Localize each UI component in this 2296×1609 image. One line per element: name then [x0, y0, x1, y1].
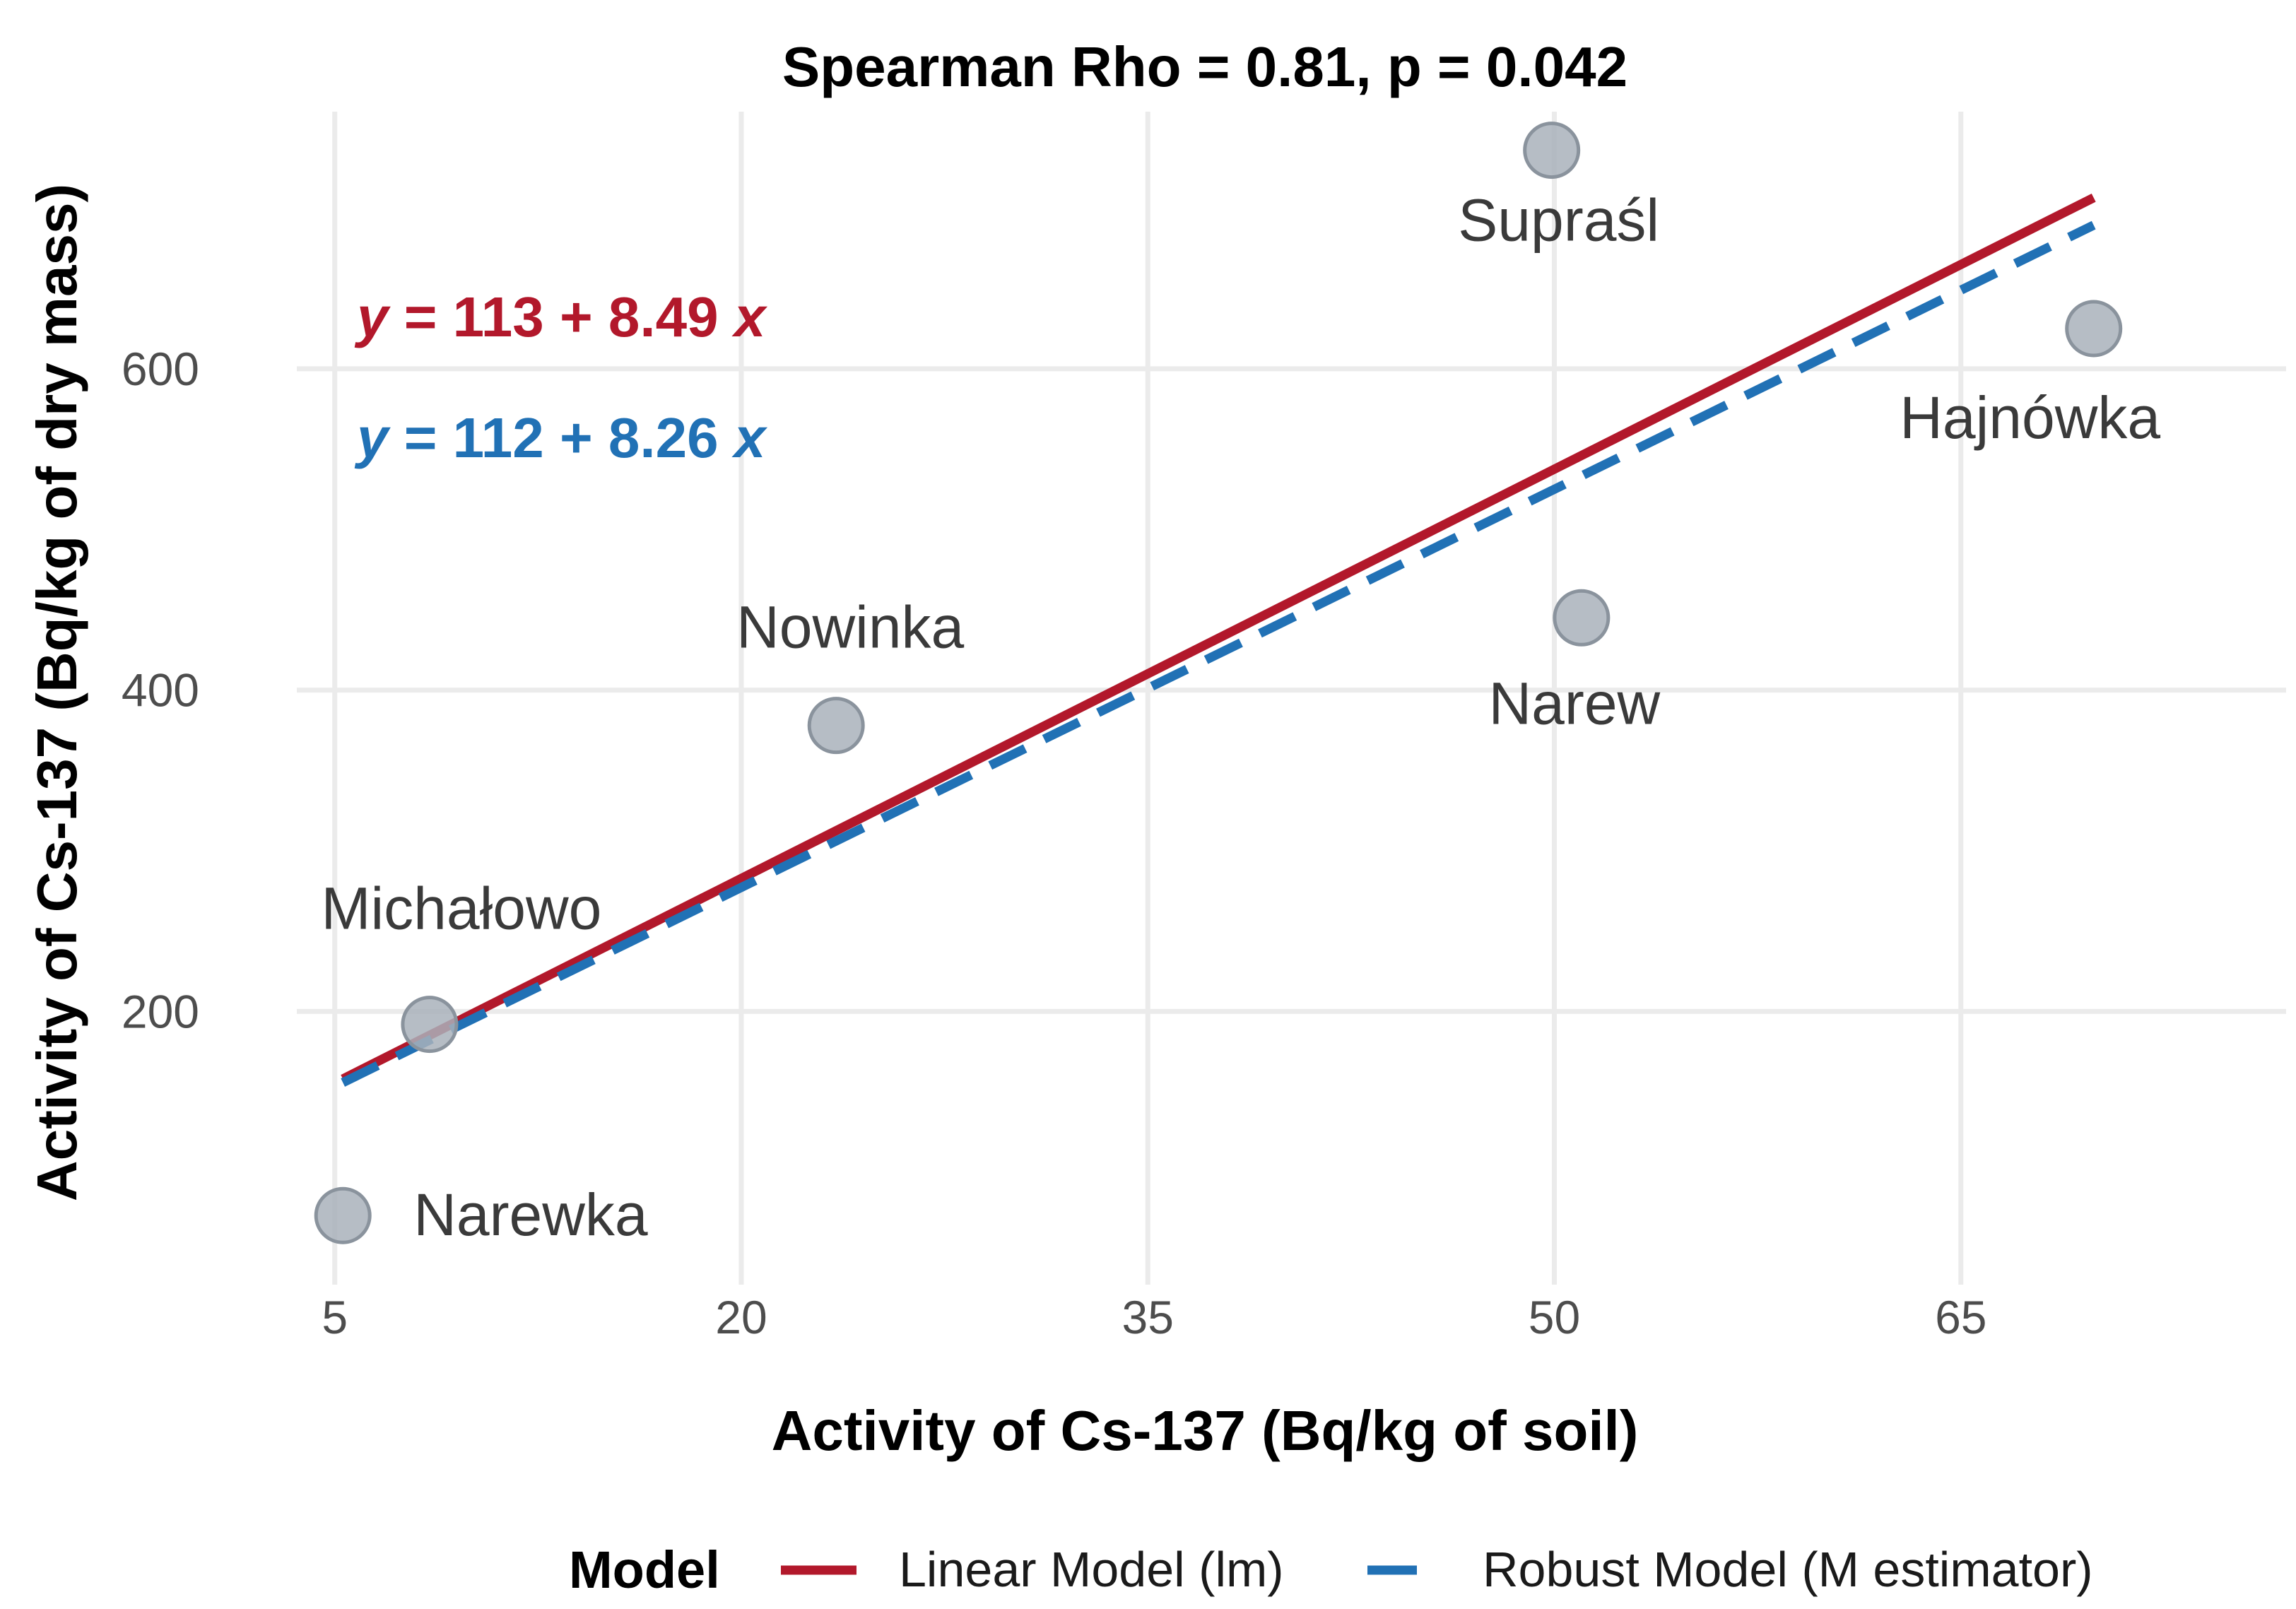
point-label: Supraśl [1458, 187, 1659, 254]
equations: y = 113 + 8.49 xy = 112 + 8.26 x [354, 285, 768, 469]
point-label: Michałowo [322, 876, 602, 942]
data-point [807, 697, 865, 755]
x-tick-label: 35 [1122, 1291, 1174, 1343]
data-point [314, 1186, 372, 1244]
data-point [2065, 300, 2123, 358]
robust-model-equation: y = 112 + 8.26 x [354, 406, 768, 469]
y-tick-label: 200 [122, 985, 199, 1037]
legend: Model Linear Model (lm) Robust Model (M e… [569, 1540, 2093, 1599]
equation-lhs: y [354, 285, 391, 348]
equation-variable: x [731, 285, 768, 348]
x-tick-label: 5 [322, 1291, 348, 1343]
robust-model-line [341, 220, 2096, 1087]
linear-model-line [341, 193, 2096, 1083]
y-tick-label: 600 [122, 343, 199, 395]
point-labels: Narewka Michałowo Nowinka Supraśl Narew Hajnó… [322, 187, 2161, 1249]
grid-lines [297, 112, 2286, 1285]
equation-equals: = [389, 406, 453, 469]
point-label: Hajnówka [1900, 384, 2160, 451]
chart-title: Spearman Rho = 0.81, p = 0.042 [782, 35, 1627, 98]
data-points [314, 122, 2123, 1244]
equation-variable: x [731, 406, 768, 469]
point-label: Narewka [413, 1181, 648, 1248]
x-tick-label: 20 [715, 1291, 767, 1343]
x-axis-ticks: 5 20 35 50 65 [322, 1291, 1986, 1343]
point-label: Narew [1488, 670, 1660, 736]
linear-model-equation: y = 113 + 8.49 x [354, 285, 768, 348]
x-tick-label: 50 [1529, 1291, 1580, 1343]
y-tick-label: 400 [122, 664, 199, 717]
equation-coefficients: 113 + 8.49 [453, 285, 734, 348]
legend-title: Model [569, 1540, 720, 1599]
regression-lines [341, 193, 2096, 1087]
x-tick-label: 65 [1935, 1291, 1986, 1343]
y-axis-ticks: 200 400 600 [122, 343, 199, 1038]
equation-lhs: y [354, 406, 391, 469]
data-point [1523, 122, 1581, 179]
point-label: Nowinka [736, 594, 964, 661]
legend-label-robust: Robust Model (M estimator) [1483, 1542, 2093, 1597]
equation-equals: = [389, 285, 453, 348]
y-axis-title: Activity of Cs-137 (Bq/kg of dry mass) [25, 184, 88, 1201]
data-point [1553, 589, 1611, 647]
x-axis-title: Activity of Cs-137 (Bq/kg of soil) [772, 1399, 1639, 1462]
legend-label-linear: Linear Model (lm) [899, 1542, 1284, 1597]
data-point [401, 996, 459, 1054]
equation-coefficients: 112 + 8.26 [453, 406, 734, 469]
